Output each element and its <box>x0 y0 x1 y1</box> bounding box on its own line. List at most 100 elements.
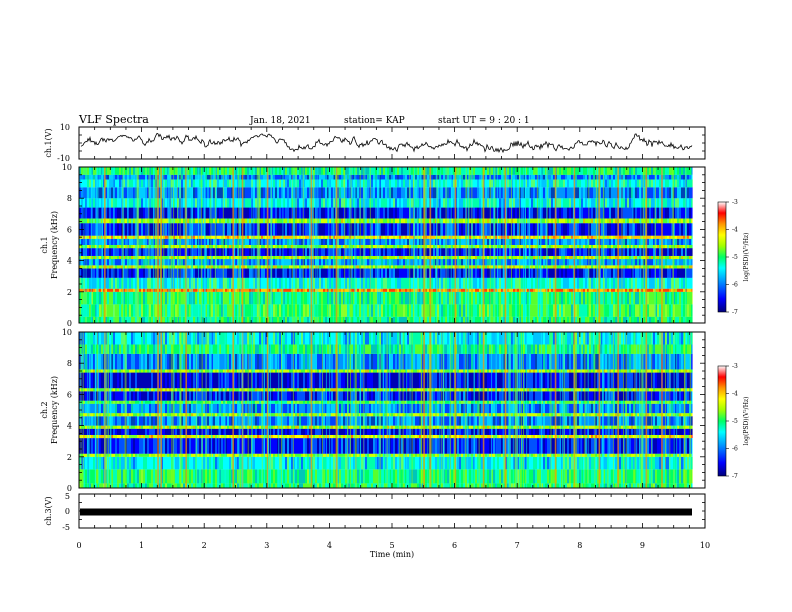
spec-cell <box>147 268 149 278</box>
spec-cell <box>495 245 497 249</box>
spec-cell <box>433 207 435 219</box>
spec-cell <box>101 255 103 260</box>
spec-cell <box>175 218 177 224</box>
spec-cell <box>329 238 331 245</box>
spec-cell <box>647 218 649 224</box>
spec-cell <box>591 288 593 292</box>
spec-cell <box>449 245 451 249</box>
spec-cell <box>373 238 375 245</box>
spec-cell <box>195 255 197 260</box>
spec-cell <box>321 223 323 236</box>
spec-cell <box>141 207 143 219</box>
spec-cell <box>219 316 221 323</box>
spec-cell <box>459 316 461 323</box>
spec-cell <box>133 265 135 269</box>
spec-cell <box>441 304 443 317</box>
spec-cell <box>299 265 301 269</box>
spec-cell <box>561 265 563 269</box>
spec-cell <box>375 288 377 292</box>
spec-cell <box>615 235 617 239</box>
spec-cell <box>411 235 413 239</box>
spec-cell <box>527 304 529 317</box>
spec-cell <box>223 223 225 236</box>
spec-cell <box>243 235 245 239</box>
spec-cell <box>491 248 493 256</box>
spec-cell <box>89 238 91 245</box>
spec-cell <box>649 245 651 249</box>
spec-cell <box>275 316 277 323</box>
spec-cell <box>143 235 145 239</box>
spec-cell <box>349 235 351 239</box>
spec-cell <box>279 291 281 305</box>
spec-cell <box>103 316 105 323</box>
spec-cell <box>431 268 433 278</box>
spec-cell <box>285 218 287 224</box>
spec-cell <box>669 218 671 224</box>
spec-cell <box>279 238 281 245</box>
spec-cell <box>549 245 551 249</box>
spec-cell <box>681 288 683 292</box>
spec-cell <box>533 277 535 289</box>
spec-cell <box>679 255 681 260</box>
spec-cell <box>571 235 573 239</box>
spec-cell <box>663 218 665 224</box>
spec-cell <box>205 316 207 323</box>
spec-cell <box>593 235 595 239</box>
spec-cell <box>475 235 477 239</box>
spec-cell <box>469 245 471 249</box>
spec-cell <box>89 218 91 224</box>
spec-cell <box>575 304 577 317</box>
spec-cell <box>199 218 201 224</box>
spec-cell <box>395 259 397 266</box>
spec-cell <box>537 268 539 278</box>
spec-cell <box>111 268 113 278</box>
spec-cell <box>287 265 289 269</box>
spec-cell <box>105 207 107 219</box>
spec-cell <box>435 245 437 249</box>
spec-cell <box>587 268 589 278</box>
spec-cell <box>449 268 451 278</box>
spec-cell <box>479 255 481 260</box>
spec-cell <box>649 248 651 256</box>
spec-cell <box>171 207 173 219</box>
spec-cell <box>503 223 505 236</box>
spec-cell <box>269 245 271 249</box>
spec-cell <box>289 304 291 317</box>
spec-cell <box>321 259 323 266</box>
spec-cell <box>283 288 285 292</box>
spec-cell <box>353 245 355 249</box>
spec-cell <box>171 255 173 260</box>
spec-cell <box>539 288 541 292</box>
spec-cell <box>225 255 227 260</box>
spec-cell <box>515 259 517 266</box>
spec-cell <box>605 265 607 269</box>
spec-cell <box>619 255 621 260</box>
spec-cell <box>283 238 285 245</box>
spec-cell <box>237 265 239 269</box>
spec-cell <box>689 223 691 236</box>
spec-cell <box>357 218 359 224</box>
spec-cell <box>513 238 515 245</box>
spec-cell <box>679 265 681 269</box>
spec-cell <box>397 235 399 239</box>
spec-cell <box>507 235 509 239</box>
spec-cell <box>229 207 231 219</box>
spec-cell <box>235 218 237 224</box>
spec-cell <box>491 268 493 278</box>
spec-cell <box>301 277 303 289</box>
spec-cell <box>635 316 637 323</box>
spec-cell <box>255 304 257 317</box>
spec-cell <box>327 235 329 239</box>
spec-cell <box>605 235 607 239</box>
spec-cell <box>501 235 503 239</box>
spec-cell <box>615 291 617 305</box>
spec-cell <box>631 277 633 289</box>
spec-cell <box>543 248 545 256</box>
spec-cell <box>427 288 429 292</box>
spec-cell <box>119 248 121 256</box>
spec-cell <box>279 235 281 239</box>
spec-cell <box>191 235 193 239</box>
spec-cell <box>277 245 279 249</box>
spec-cell <box>533 255 535 260</box>
spec-cell <box>371 316 373 323</box>
